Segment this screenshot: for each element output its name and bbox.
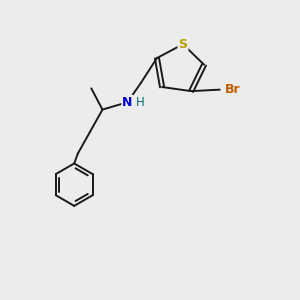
Text: H: H [136, 96, 145, 109]
Text: Br: Br [225, 83, 241, 96]
Text: N: N [122, 96, 133, 109]
Text: S: S [178, 38, 188, 51]
